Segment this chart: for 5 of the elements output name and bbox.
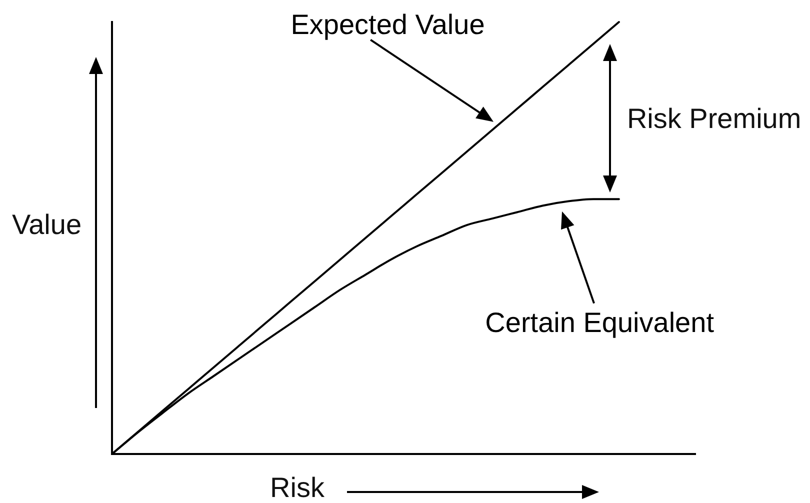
x-axis-title: Risk xyxy=(270,472,324,503)
annotation: Risk Premium xyxy=(626,103,802,134)
y-axis-title: Value xyxy=(12,209,82,240)
text: Certain Equivalent xyxy=(485,307,714,338)
text: Expected Value xyxy=(290,8,485,40)
